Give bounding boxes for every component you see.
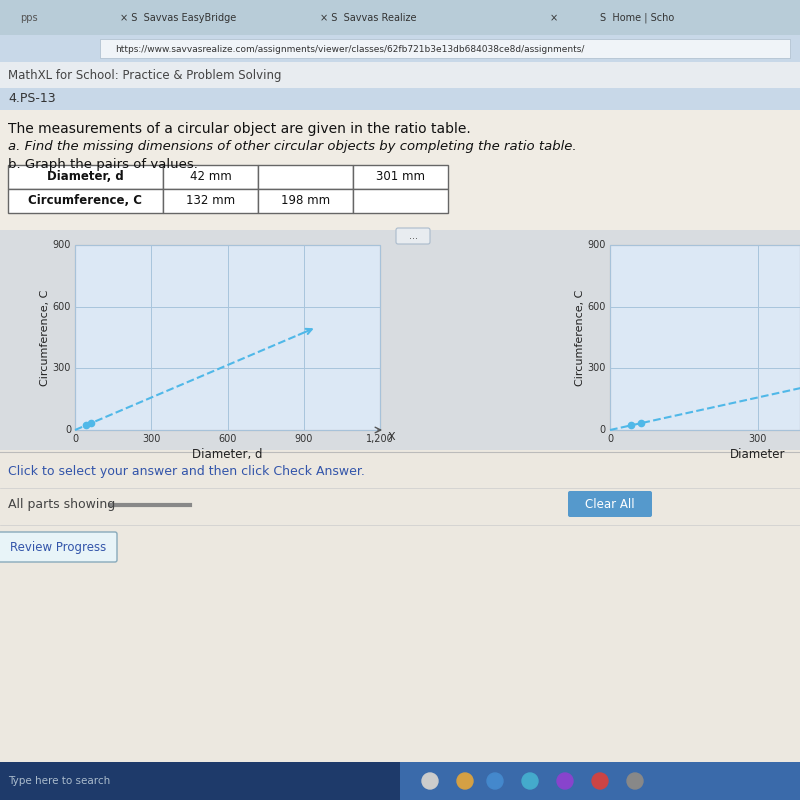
FancyBboxPatch shape [568, 491, 652, 517]
Text: Type here to search: Type here to search [8, 776, 110, 786]
Bar [400, 762, 800, 800]
Bar [0, 0, 800, 35]
Bar [0, 230, 800, 450]
Circle shape [592, 773, 608, 789]
Text: 300: 300 [53, 363, 71, 374]
Text: Click to select your answer and then click Check Answer.: Click to select your answer and then cli… [8, 465, 365, 478]
Text: b. Graph the pairs of values.: b. Graph the pairs of values. [8, 158, 198, 171]
Bar [163, 165, 258, 189]
Text: Diameter: Diameter [730, 448, 786, 461]
Text: 1,200: 1,200 [366, 434, 394, 444]
Bar [0, 110, 800, 450]
Circle shape [487, 773, 503, 789]
Text: 900: 900 [294, 434, 313, 444]
Text: Circumference, C: Circumference, C [29, 194, 142, 207]
Text: pps: pps [20, 13, 38, 23]
Text: × S  Savvas EasyBridge: × S Savvas EasyBridge [120, 13, 236, 23]
Bar [75, 245, 380, 430]
Text: 900: 900 [53, 240, 71, 250]
Text: Diameter, d: Diameter, d [47, 170, 124, 183]
Bar [8, 165, 163, 189]
Bar [353, 189, 448, 213]
FancyBboxPatch shape [0, 532, 117, 562]
Bar [0, 62, 800, 88]
Bar [0, 450, 800, 800]
Bar [610, 245, 800, 430]
Text: 0: 0 [600, 425, 606, 435]
Text: 0: 0 [65, 425, 71, 435]
Text: 900: 900 [588, 240, 606, 250]
Text: 42 mm: 42 mm [190, 170, 231, 183]
Text: 300: 300 [748, 434, 766, 444]
Circle shape [557, 773, 573, 789]
Text: 600: 600 [218, 434, 237, 444]
Text: Circumference, C: Circumference, C [575, 290, 585, 386]
Text: a. Find the missing dimensions of other circular objects by completing the ratio: a. Find the missing dimensions of other … [8, 140, 577, 153]
Circle shape [522, 773, 538, 789]
Bar [258, 189, 353, 213]
Text: 198 mm: 198 mm [281, 194, 330, 207]
Text: 300: 300 [142, 434, 161, 444]
Bar [163, 189, 258, 213]
Text: All parts showing: All parts showing [8, 498, 115, 511]
Text: S  Home | Scho: S Home | Scho [600, 13, 674, 23]
Text: 132 mm: 132 mm [186, 194, 235, 207]
Text: ...: ... [409, 231, 418, 241]
Text: Review Progress: Review Progress [10, 541, 106, 554]
Circle shape [457, 773, 473, 789]
Text: 0: 0 [607, 434, 613, 444]
Bar [100, 39, 790, 58]
Text: 301 mm: 301 mm [376, 170, 425, 183]
Text: 300: 300 [588, 363, 606, 374]
Text: Diameter, d: Diameter, d [192, 448, 262, 461]
Text: 600: 600 [53, 302, 71, 312]
Text: 600: 600 [588, 302, 606, 312]
Text: Clear All: Clear All [585, 498, 635, 510]
Bar [0, 762, 800, 800]
Bar [353, 165, 448, 189]
Text: × S  Savvas Realize: × S Savvas Realize [320, 13, 417, 23]
Text: 4.PS-13: 4.PS-13 [8, 93, 56, 106]
Bar [0, 35, 800, 62]
FancyBboxPatch shape [396, 228, 430, 244]
Bar [258, 165, 353, 189]
Text: ×: × [550, 13, 558, 23]
Text: The measurements of a circular object are given in the ratio table.: The measurements of a circular object ar… [8, 122, 470, 136]
Text: https://www.savvasrealize.com/assignments/viewer/classes/62fb721b3e13db684038ce8: https://www.savvasrealize.com/assignment… [115, 45, 584, 54]
Bar [8, 189, 163, 213]
Circle shape [627, 773, 643, 789]
Text: Circumference, C: Circumference, C [40, 290, 50, 386]
Bar [0, 88, 800, 110]
Text: 0: 0 [72, 434, 78, 444]
Text: X: X [388, 432, 396, 442]
Text: MathXL for School: Practice & Problem Solving: MathXL for School: Practice & Problem So… [8, 69, 282, 82]
Circle shape [422, 773, 438, 789]
